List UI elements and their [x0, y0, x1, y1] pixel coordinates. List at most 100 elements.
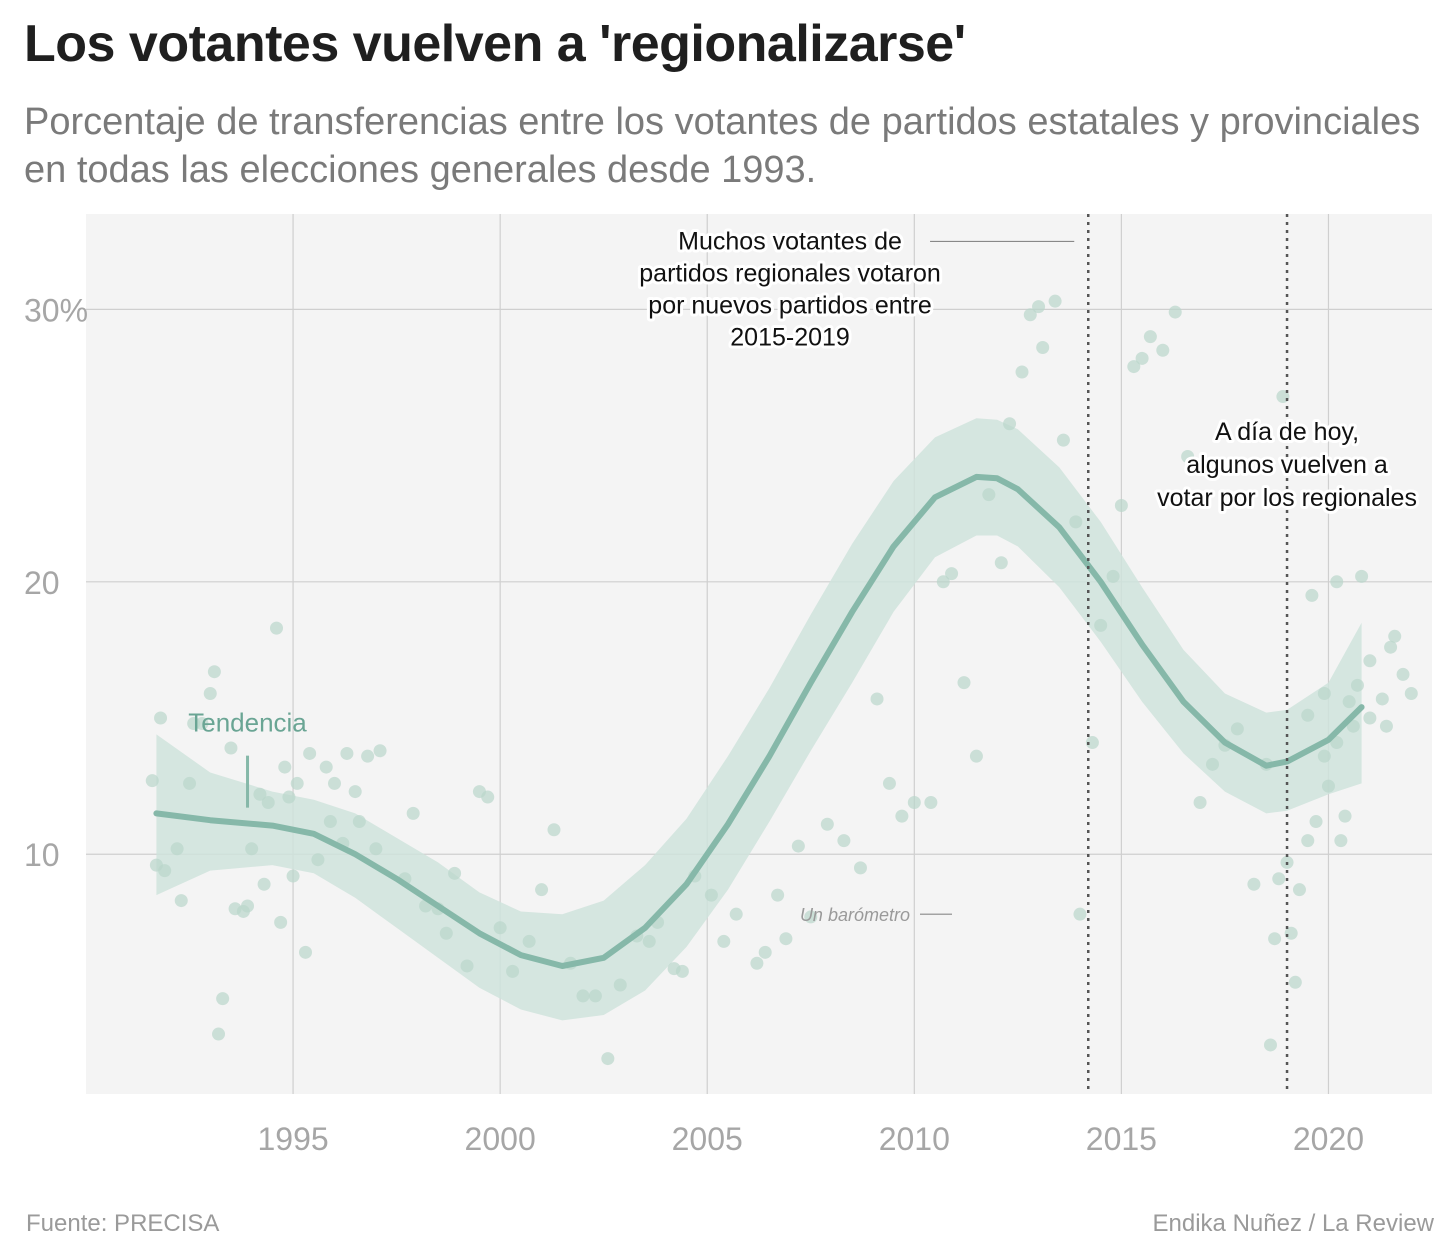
data-point [1135, 351, 1149, 365]
data-point [311, 853, 325, 867]
data-point [245, 842, 259, 856]
data-point [601, 1052, 615, 1066]
y-tick-label: 10 [24, 837, 60, 873]
data-point [203, 687, 217, 701]
data-point [274, 915, 288, 929]
x-tick-label: 2005 [672, 1121, 743, 1157]
data-point [170, 842, 184, 856]
x-tick-label: 1995 [257, 1121, 328, 1157]
data-point [319, 760, 333, 774]
data-point [853, 861, 867, 875]
confidence-band [156, 418, 1362, 1021]
data-point [323, 815, 337, 829]
data-point [1301, 834, 1315, 848]
data-point [1363, 711, 1377, 725]
data-point [448, 866, 462, 880]
data-point [1355, 569, 1369, 583]
data-point [340, 746, 354, 760]
data-point [195, 716, 209, 730]
annotation-new-parties-line: por nuevos partidos entre [648, 291, 932, 319]
annotation-new-parties-line: 2015-2019 [730, 323, 850, 351]
trend-label: Tendencia [188, 708, 307, 738]
data-point [820, 817, 834, 831]
data-point [1317, 749, 1331, 763]
data-point [207, 665, 221, 679]
data-point [158, 864, 172, 878]
data-point [183, 776, 197, 790]
data-point [1346, 719, 1360, 733]
data-point [1114, 499, 1128, 513]
data-point [1168, 305, 1182, 319]
data-point [1230, 722, 1244, 736]
data-point [895, 809, 909, 823]
data-point [982, 488, 996, 502]
x-tick-label: 2015 [1086, 1121, 1157, 1157]
data-point [327, 776, 341, 790]
data-point [1003, 417, 1017, 431]
data-point [261, 795, 275, 809]
trend-line [153, 473, 1365, 969]
data-point [1023, 308, 1037, 322]
data-point [1350, 678, 1364, 692]
data-point [1363, 654, 1377, 668]
data-point [282, 790, 296, 804]
data-point [924, 795, 938, 809]
data-point [1384, 640, 1398, 654]
data-point [216, 992, 230, 1006]
data-point [303, 746, 317, 760]
data-point [1085, 736, 1099, 750]
annotation-today-line: votar por los regionales [1157, 484, 1417, 512]
data-point [1396, 667, 1410, 681]
data-point [1288, 975, 1302, 989]
data-point [1404, 687, 1418, 701]
data-point [994, 556, 1008, 570]
data-point [1334, 834, 1348, 848]
data-point [241, 899, 255, 913]
data-point [870, 692, 884, 706]
data-point [1330, 736, 1344, 750]
data-point [791, 839, 805, 853]
data-point [299, 945, 313, 959]
data-point [613, 978, 627, 992]
annotation-new-parties-line: partidos regionales votaron [639, 259, 941, 287]
data-point [1321, 779, 1335, 793]
data-point [804, 910, 818, 924]
data-point [704, 888, 718, 902]
data-point [1048, 294, 1062, 308]
data-point [145, 774, 159, 788]
credit-note: Endika Nuñez / La Review [1152, 1210, 1434, 1237]
data-point [969, 749, 983, 763]
data-point [290, 776, 304, 790]
data-point [1379, 719, 1393, 733]
data-point [535, 883, 549, 897]
data-point [369, 842, 383, 856]
data-point [1292, 883, 1306, 897]
annotation-new-parties-line: Muchos votantes de [678, 227, 902, 255]
data-point [506, 964, 520, 978]
data-point [1143, 330, 1157, 344]
data-point [750, 956, 764, 970]
data-point [1156, 343, 1170, 357]
data-point [588, 989, 602, 1003]
data-point [1193, 795, 1207, 809]
data-point [1106, 569, 1120, 583]
data-point [1338, 809, 1352, 823]
data-point [1263, 1038, 1277, 1052]
annotation-new-parties: Muchos votantes de partidos regionales vo… [639, 227, 941, 351]
data-point [1181, 449, 1195, 463]
data-point [270, 621, 284, 635]
chart-title: Los votantes vuelven a 'regionalizarse' [24, 15, 966, 73]
x-tick-label: 2020 [1293, 1121, 1364, 1157]
data-point [493, 921, 507, 935]
data-point [1127, 360, 1141, 374]
data-point [779, 932, 793, 946]
data-point [278, 760, 292, 774]
data-point [907, 795, 921, 809]
data-point [729, 907, 743, 921]
data-point [675, 964, 689, 978]
data-point [1069, 515, 1083, 529]
y-tick-label: 20 [24, 565, 60, 601]
data-point [1247, 877, 1261, 891]
data-point [1036, 340, 1050, 354]
